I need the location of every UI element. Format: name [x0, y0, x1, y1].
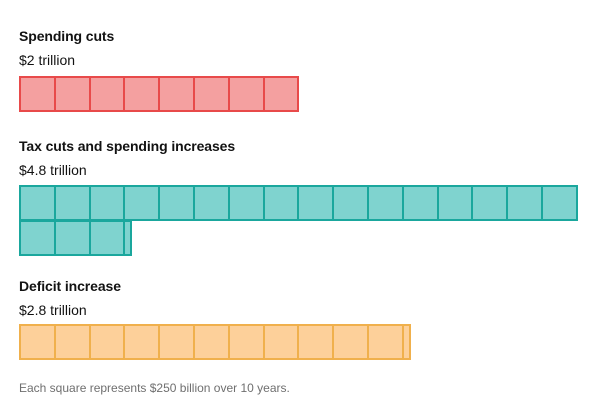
section-title: Deficit increase: [19, 278, 121, 294]
square: [227, 324, 265, 360]
square: [158, 76, 195, 112]
partial-square: [123, 219, 133, 256]
square: [262, 185, 300, 221]
square: [158, 185, 195, 221]
square: [53, 324, 91, 360]
square: [88, 185, 126, 221]
square: [262, 324, 300, 360]
square: [123, 324, 161, 360]
square: [53, 185, 91, 221]
footnote: Each square represents $250 billion over…: [19, 381, 290, 395]
square: [88, 324, 126, 360]
square: [158, 324, 195, 360]
square: [88, 219, 126, 256]
square: [436, 185, 474, 221]
square: [332, 185, 369, 221]
square: [193, 185, 230, 221]
square: [19, 76, 56, 112]
square: [19, 324, 56, 360]
square: [297, 185, 335, 221]
square: [332, 324, 369, 360]
square: [227, 185, 265, 221]
square: [541, 185, 578, 221]
square: [123, 185, 161, 221]
square: [471, 185, 509, 221]
square: [88, 76, 126, 112]
section-title: Spending cuts: [19, 28, 115, 44]
section-value: $2.8 trillion: [19, 302, 87, 318]
square: [193, 76, 230, 112]
square: [123, 76, 161, 112]
square: [227, 76, 265, 112]
section-value: $2 trillion: [19, 52, 76, 68]
square: [262, 76, 300, 112]
square: [53, 76, 91, 112]
square: [506, 185, 543, 221]
square: [19, 219, 56, 256]
square: [193, 324, 230, 360]
square: [367, 185, 404, 221]
square: [19, 185, 56, 221]
section-value: $4.8 trillion: [19, 162, 87, 178]
section-title: Tax cuts and spending increases: [19, 138, 236, 154]
square: [401, 185, 439, 221]
square: [53, 219, 91, 256]
square: [367, 324, 404, 360]
partial-square: [401, 324, 411, 360]
square: [297, 324, 335, 360]
